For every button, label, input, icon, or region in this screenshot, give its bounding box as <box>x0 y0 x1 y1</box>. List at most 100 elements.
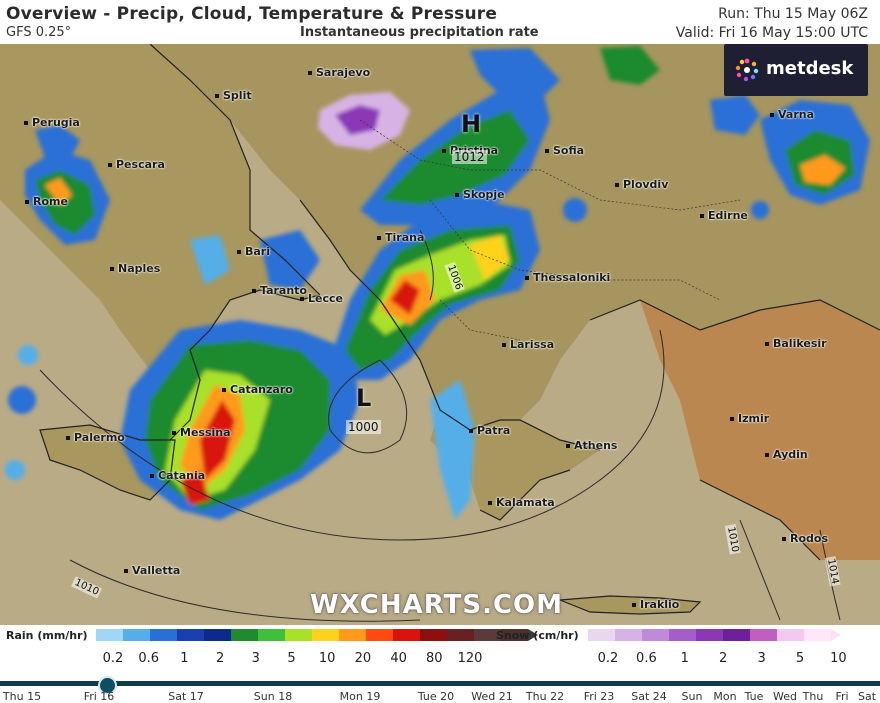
color-swatch <box>588 629 615 641</box>
color-swatch <box>642 629 669 641</box>
timeline-day-label[interactable]: Sun 18 <box>253 690 293 703</box>
timeline-day-label[interactable]: Fri <box>835 690 849 703</box>
city-label: Varna <box>770 108 814 121</box>
city-label: Plovdiv <box>615 178 668 191</box>
weather-map[interactable]: Sarajevo Split Perugia Pescara Rome Pris… <box>0 44 880 625</box>
city-label: Perugia <box>24 116 80 129</box>
valid-time: Valid: Fri 16 May 15:00 UTC <box>675 25 868 41</box>
color-swatch <box>177 629 204 641</box>
time-slider-track[interactable] <box>0 681 880 686</box>
metdesk-logo-icon <box>735 58 759 82</box>
header: Overview - Precip, Cloud, Temperature & … <box>0 0 880 44</box>
legend-tick-label: 5 <box>795 651 805 666</box>
timeline-day-label[interactable]: Mon 19 <box>339 690 381 703</box>
snow-legend-title: Snow (cm/hr) <box>496 629 579 642</box>
borders <box>359 119 741 341</box>
city-label: Naples <box>110 262 160 275</box>
legend-tick-label: 80 <box>426 651 443 666</box>
legend-tick-label: 40 <box>390 651 407 666</box>
snow-scale-arrow-icon <box>831 629 841 641</box>
city-label: Patra <box>469 424 510 437</box>
color-swatch <box>777 629 804 641</box>
legend-tick-label: 3 <box>757 651 766 666</box>
timeline-day-label[interactable]: Wed 21 <box>471 690 513 703</box>
high-pressure-marker: H <box>461 110 482 138</box>
turkey-land <box>640 300 880 560</box>
color-swatch <box>393 629 420 641</box>
city-label: Kalamata <box>488 496 555 509</box>
city-label: Iraklio <box>632 598 679 611</box>
color-swatch <box>150 629 177 641</box>
city-label: Athens <box>566 439 617 452</box>
color-swatch <box>204 629 231 641</box>
legend-tick-label: 0.2 <box>102 651 124 666</box>
legend-tick-label: 2 <box>215 651 225 666</box>
city-label: Larissa <box>502 338 554 351</box>
run-time: Run: Thu 15 May 06Z <box>718 6 868 22</box>
color-swatch <box>366 629 393 641</box>
color-swatch <box>285 629 312 641</box>
timeline-day-label[interactable]: Thu 22 <box>525 690 565 703</box>
color-swatch <box>231 629 258 641</box>
city-label: Tirana <box>377 231 424 244</box>
metdesk-logo-text: metdesk <box>766 58 854 79</box>
legend-tick-label: 0.6 <box>138 651 160 666</box>
timeline-day-label[interactable]: Tue 20 <box>417 690 455 703</box>
timeline-day-label[interactable]: Sat 17 <box>168 690 204 703</box>
time-slider-handle[interactable] <box>98 676 117 695</box>
city-label: Thessaloniki <box>525 271 610 284</box>
chart-title: Overview - Precip, Cloud, Temperature & … <box>6 4 498 24</box>
legend-tick-label: 10 <box>830 651 847 666</box>
low-pressure-value: 1000 <box>346 420 381 434</box>
color-swatch <box>474 629 501 641</box>
timeline-day-label[interactable]: Mon <box>713 690 737 703</box>
timeline-day-label[interactable]: Fri 16 <box>83 690 115 703</box>
city-label: Rodos <box>782 532 828 545</box>
timeline-day-label[interactable]: Sat 24 <box>631 690 667 703</box>
color-swatch <box>501 629 528 641</box>
legend-tick-label: 20 <box>354 651 372 666</box>
color-swatch <box>96 629 123 641</box>
time-slider[interactable]: Thu 15 Fri 16 Sat 17 Sun 18 Mon 19 Tue 20 Wed … <box>0 676 880 703</box>
color-swatch <box>750 629 777 641</box>
color-swatch <box>669 629 696 641</box>
city-label: Catanzaro <box>222 383 293 396</box>
city-label: Izmir <box>730 412 769 425</box>
legend-tick-label: 1 <box>180 651 189 666</box>
chart-subtitle: Instantaneous precipitation rate <box>300 25 539 40</box>
color-swatch <box>258 629 285 641</box>
timeline-day-label[interactable]: Sat <box>857 690 877 703</box>
color-swatch <box>312 629 339 641</box>
high-pressure-value: 1012 <box>452 150 487 164</box>
city-label: Sofia <box>545 144 584 157</box>
metdesk-logo[interactable]: metdesk <box>724 44 868 96</box>
italy-land <box>0 44 320 440</box>
city-label: Aydin <box>765 448 808 461</box>
timeline-day-label[interactable]: Thu <box>802 690 824 703</box>
timeline-day-label[interactable]: Tue <box>744 690 764 703</box>
color-swatch <box>615 629 642 641</box>
low-pressure-marker: L <box>356 384 372 412</box>
city-label: Pescara <box>108 158 165 171</box>
color-swatch <box>723 629 750 641</box>
timeline-day-label[interactable]: Wed <box>773 690 797 703</box>
map-canvas <box>0 44 880 625</box>
model-label: GFS 0.25° <box>6 25 72 40</box>
city-label: Lecce <box>300 292 343 305</box>
color-swatch <box>123 629 150 641</box>
city-label: Skopje <box>455 188 505 201</box>
timeline-day-label[interactable]: Thu 15 <box>2 690 42 703</box>
watermark: WXCHARTS.COM <box>310 590 564 620</box>
city-label: Taranto <box>252 284 307 297</box>
city-label: Messina <box>172 426 231 439</box>
legend-tick-label: 120 <box>457 651 483 666</box>
legend-tick-label: 3 <box>251 651 260 666</box>
legend-tick-label: 5 <box>287 651 296 666</box>
timeline-day-label[interactable]: Sun <box>681 690 703 703</box>
timeline-day-label[interactable]: Fri 23 <box>583 690 615 703</box>
color-swatch <box>447 629 474 641</box>
color-swatch <box>804 629 831 641</box>
city-label: Palermo <box>66 431 125 444</box>
legend: Rain (mm/hr) Snow (cm/hr) 0.2 0.6 1 2 3 5 10 20… <box>0 625 880 679</box>
snow-color-scale <box>588 629 831 641</box>
